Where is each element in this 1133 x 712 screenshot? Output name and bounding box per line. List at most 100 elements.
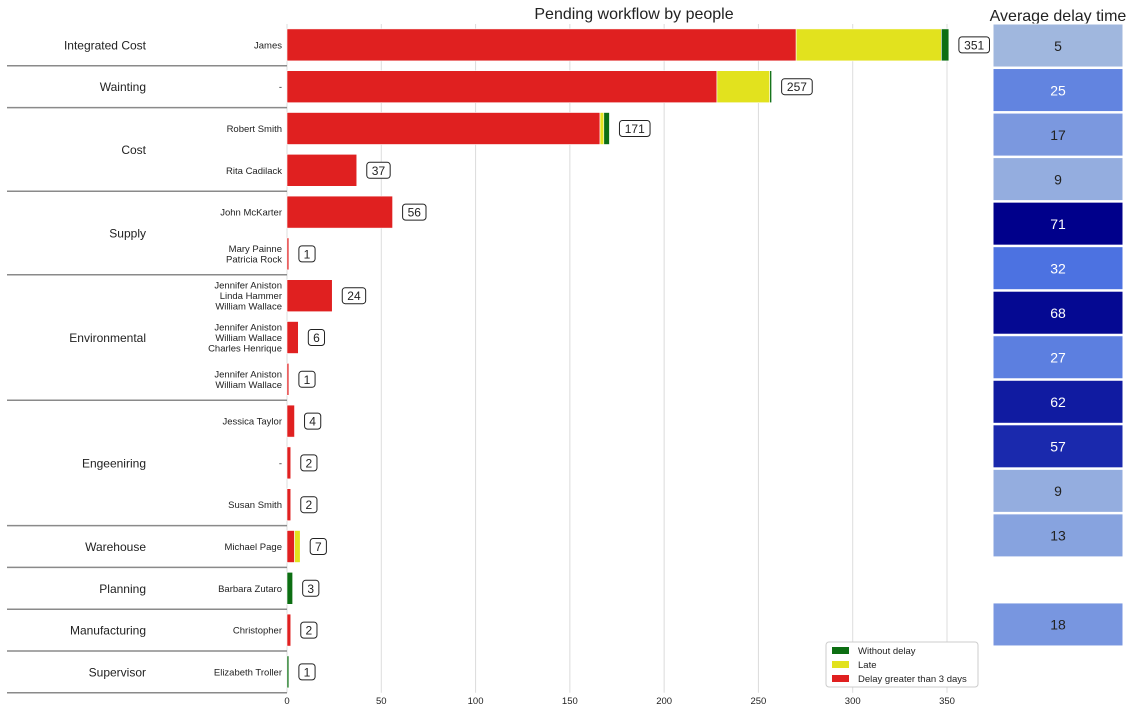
chart-title: Pending workflow by people: [534, 6, 733, 23]
x-tick-label: 200: [656, 696, 672, 707]
bar-segment: [716, 70, 771, 103]
legend-label: Delay greater than 3 days: [858, 674, 967, 685]
heatmap-value: 68: [1050, 305, 1066, 321]
total-label-box: [302, 579, 320, 597]
bar-segment: [286, 28, 797, 62]
heatmap-cell: [992, 23, 1124, 68]
group-label: Wainting: [100, 80, 146, 94]
heatmap-value: 32: [1050, 260, 1066, 276]
heatmap-value: 25: [1050, 82, 1066, 98]
bar-segment: [603, 112, 610, 145]
y-tick-label: John McKarter: [220, 208, 282, 219]
total-label-box: [298, 663, 316, 681]
total-label: 6: [313, 331, 320, 345]
heatmap-value: 9: [1054, 171, 1062, 187]
heatmap-cell: [992, 602, 1124, 647]
y-tick-label: Mary Painne: [229, 244, 282, 255]
heatmap-cell: [992, 424, 1124, 469]
group-label: Supply: [109, 227, 146, 241]
group-label: Warehouse: [85, 540, 146, 554]
bar-segment: [795, 28, 942, 62]
bar-segment: [769, 70, 772, 103]
total-label-box: [781, 78, 813, 96]
total-label: 171: [625, 122, 645, 136]
heatmap-value: 5: [1054, 38, 1062, 54]
total-label: 2: [306, 624, 313, 638]
y-tick-label: William Wallace: [215, 380, 282, 391]
total-label: 1: [304, 247, 311, 261]
total-label: 351: [964, 38, 984, 52]
total-label-box: [300, 496, 318, 514]
total-label-box: [300, 454, 318, 472]
group-label: Supervisor: [89, 665, 146, 679]
total-label-box: [304, 412, 322, 430]
bar-segment: [286, 279, 333, 313]
bar-segment: [286, 446, 292, 480]
total-label: 3: [307, 582, 314, 596]
x-tick-label: 50: [376, 696, 387, 707]
bar-segment: [599, 112, 605, 145]
bar-segment: [286, 321, 299, 354]
total-label: 24: [347, 289, 361, 303]
heatmap-cell: [992, 68, 1124, 113]
y-tick-label: Barbara Zutaro: [218, 584, 282, 595]
x-tick-label: 250: [750, 696, 766, 707]
total-label: 2: [306, 498, 313, 512]
bar-segment: [286, 362, 290, 396]
y-tick-label: Elizabeth Troller: [214, 667, 282, 678]
heatmap-cell: [992, 335, 1124, 380]
group-label: Environmental: [69, 331, 146, 345]
bar-segment: [941, 28, 950, 62]
heatmap-value: 71: [1050, 216, 1066, 232]
heatmap-value: 27: [1050, 350, 1066, 366]
bar-segment: [286, 530, 295, 563]
total-label-box: [341, 287, 367, 305]
heatmap-cell: [992, 468, 1124, 513]
heatmap-cell: [992, 246, 1124, 291]
bar-segment: [286, 613, 292, 647]
heatmap-value: 9: [1054, 483, 1062, 499]
legend-label: Without delay: [858, 646, 916, 657]
total-label-box: [402, 203, 427, 221]
heatmap-value: 18: [1050, 617, 1066, 633]
y-tick-label: -: [279, 458, 282, 469]
bar-segment: [286, 195, 393, 229]
legend-swatch: [832, 661, 849, 668]
y-tick-label: William Wallace: [215, 302, 282, 313]
heatmap-value: 57: [1050, 439, 1066, 455]
bar-segment: [286, 112, 601, 145]
group-label: Planning: [99, 582, 146, 596]
total-label: 56: [408, 206, 422, 220]
y-tick-label: Robert Smith: [227, 124, 282, 135]
total-label: 1: [304, 373, 311, 387]
y-tick-label: Jessica Taylor: [223, 417, 283, 428]
total-label-box: [298, 245, 316, 263]
total-label: 37: [372, 164, 386, 178]
heatmap-cell: [992, 112, 1124, 157]
total-label-box: [958, 36, 990, 54]
total-label-box: [307, 329, 326, 346]
bar-segment: [286, 488, 292, 522]
bar-segment: [286, 571, 293, 605]
total-label: 4: [309, 415, 316, 429]
bar-segment: [294, 530, 301, 563]
x-tick-label: 350: [939, 696, 955, 707]
group-label: Integrated Cost: [64, 38, 147, 52]
total-label: 7: [315, 540, 322, 554]
y-tick-label: James: [254, 40, 282, 51]
total-label-box: [309, 538, 327, 555]
y-tick-label: Rita Cadilack: [226, 166, 282, 177]
legend-swatch: [832, 675, 849, 682]
group-label: Manufacturing: [70, 624, 146, 638]
x-tick-label: 0: [284, 696, 289, 707]
bar-segment: [286, 70, 718, 103]
heatmap-cell: [992, 201, 1124, 246]
total-label: 1: [304, 665, 311, 679]
total-label-box: [366, 161, 391, 179]
heatmap-cell: [992, 157, 1124, 202]
y-tick-label: Charles Henrique: [208, 344, 282, 355]
total-label: 257: [787, 80, 807, 94]
total-label: 2: [306, 456, 313, 470]
legend-box: [825, 641, 979, 688]
heatmap-value: 17: [1050, 127, 1066, 143]
